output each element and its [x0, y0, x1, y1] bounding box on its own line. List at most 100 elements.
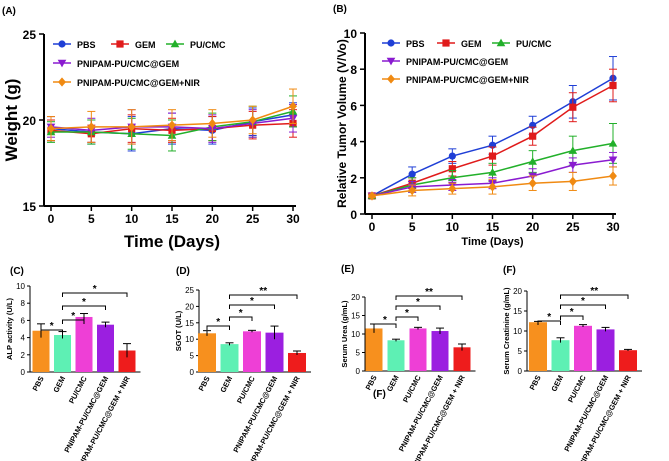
x-tick-label: 15	[486, 220, 500, 234]
data-point	[368, 191, 376, 201]
bar	[54, 335, 71, 372]
y-tick-label: 10	[185, 335, 194, 344]
panel-label-A: (A)	[2, 6, 16, 17]
bar	[288, 352, 306, 372]
bar	[118, 350, 136, 372]
x-tick-label: 30	[606, 220, 620, 234]
y-axis-label: Serum Creatinine (g/mL)	[502, 287, 511, 375]
y-tick-label: 5	[518, 347, 523, 356]
bar	[453, 347, 471, 371]
significance-bracket	[560, 304, 606, 309]
panel-label-F: (F)	[503, 265, 516, 276]
data-point	[529, 132, 537, 140]
legend-marker	[57, 59, 67, 68]
y-tick-label: 20	[351, 293, 360, 302]
y-axis-label: Relative Tumor Volume (V/Vo)	[335, 39, 349, 208]
category-label: GEM	[385, 374, 401, 393]
significance-bracket	[395, 316, 419, 321]
y-tick-label: 25	[185, 286, 194, 295]
significance-bracket	[560, 294, 629, 299]
data-point	[127, 122, 136, 132]
legend-label: GEM	[135, 40, 156, 50]
x-axis-label: Time (Days)	[461, 236, 523, 248]
legend-marker	[496, 38, 506, 47]
x-tick-label: 10	[446, 220, 460, 234]
significance-bracket	[40, 329, 63, 334]
x-tick-label: 25	[246, 212, 260, 226]
significance-label: *	[383, 315, 387, 326]
y-tick-label: 0	[518, 367, 523, 376]
legend-marker	[170, 39, 180, 48]
legend-marker	[58, 40, 66, 48]
data-point	[448, 152, 456, 160]
significance-label: *	[93, 284, 97, 295]
bar	[619, 350, 637, 371]
significance-label: *	[250, 296, 254, 307]
significance-label: **	[425, 287, 433, 298]
significance-label: *	[71, 311, 75, 322]
bar	[32, 330, 50, 372]
y-tick-label: 20	[185, 302, 194, 311]
panel-label-D: (D)	[176, 266, 190, 277]
significance-label: *	[82, 297, 86, 308]
legend-marker	[58, 77, 66, 87]
y-tick-label: 0	[350, 208, 357, 222]
category-label: PU/CMC	[67, 374, 89, 405]
bar	[198, 333, 216, 372]
significance-label: **	[259, 286, 267, 297]
data-point	[608, 156, 618, 165]
y-tick-label: 15	[23, 200, 37, 214]
category-label: PBS	[528, 374, 543, 392]
x-tick-label: 0	[369, 220, 376, 234]
significance-bracket	[62, 292, 128, 297]
y-axis-label: ALP activity (U/L)	[5, 298, 14, 360]
y-tick-label: 2	[350, 172, 357, 186]
data-point	[168, 120, 176, 130]
x-tick-label: 10	[125, 212, 139, 226]
y-axis-label: Serum Urea (g/mL)	[340, 300, 349, 368]
legend-marker	[116, 40, 124, 48]
data-point	[568, 176, 577, 187]
category-label: PU/CMC	[566, 373, 588, 404]
data-point	[569, 103, 577, 111]
x-tick-label: 5	[409, 220, 416, 234]
y-tick-label: 5	[190, 352, 195, 361]
data-point	[448, 183, 457, 194]
legend-marker	[387, 74, 395, 84]
y-tick-label: 2	[21, 351, 26, 360]
legend-label: PNIPAM-PU/CMC@GEM+NIR	[77, 78, 200, 88]
bar	[551, 340, 570, 371]
bar	[387, 340, 405, 371]
bar	[596, 329, 615, 371]
y-tick-label: 10	[513, 327, 522, 336]
significance-label: *	[570, 307, 574, 318]
y-tick-label: 10	[16, 282, 25, 291]
legend-marker	[386, 57, 396, 66]
y-tick-label: 6	[21, 316, 26, 325]
category-label: GEM	[51, 375, 67, 394]
legend-marker	[387, 39, 395, 47]
y-tick-label: 4	[21, 334, 26, 343]
y-tick-label: 4	[350, 136, 357, 150]
category-label: GEM	[218, 375, 234, 394]
y-axis-label: Weight (g)	[2, 79, 21, 162]
significance-bracket	[229, 294, 298, 299]
category-label: PBS	[197, 375, 212, 393]
legend-label: GEM	[461, 39, 482, 49]
significance-label: *	[416, 297, 420, 308]
y-tick-label: 8	[350, 63, 357, 77]
significance-label: *	[405, 308, 409, 319]
y-axis-label: SGOT (U/L)	[174, 310, 183, 351]
data-point	[568, 146, 578, 154]
significance-label: *	[50, 321, 54, 332]
significance-bracket	[62, 319, 85, 324]
panel-label-C: (C)	[10, 266, 24, 277]
y-tick-label: 0	[21, 368, 26, 377]
significance-label: **	[590, 286, 598, 297]
y-tick-label: 10	[351, 330, 360, 339]
y-tick-label: 20	[23, 114, 37, 128]
significance-bracket	[560, 315, 584, 320]
